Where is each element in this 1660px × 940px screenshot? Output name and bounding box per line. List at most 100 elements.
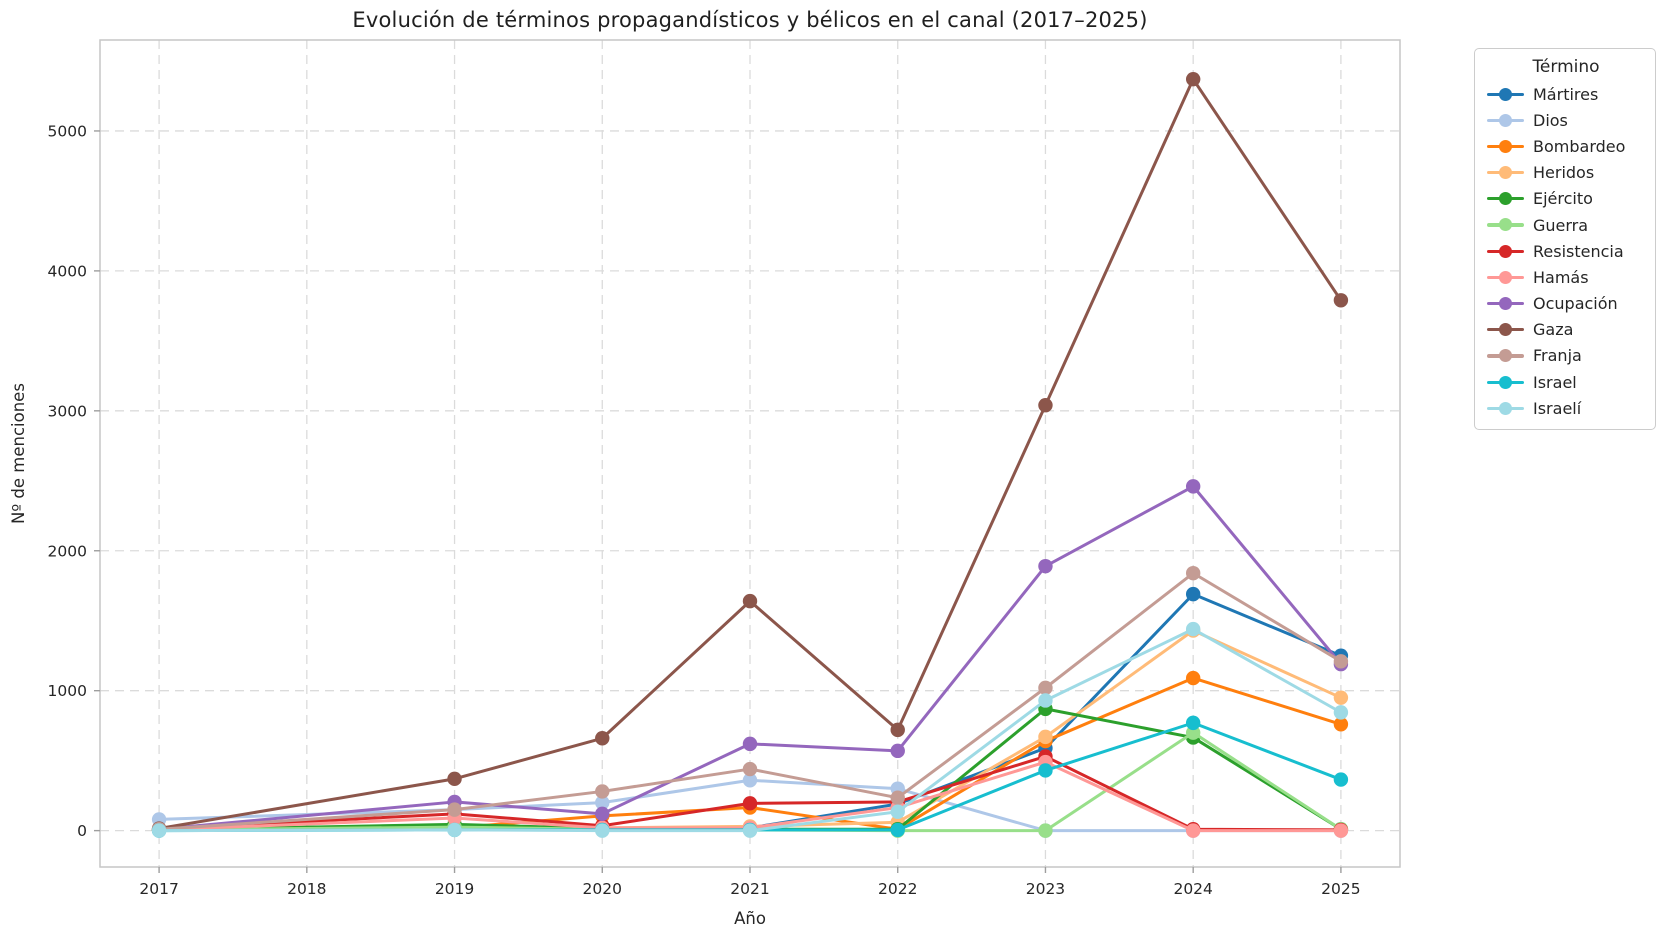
x-tick-label: 2024: [1173, 880, 1212, 898]
data-point-Franja-2019: [447, 802, 462, 817]
legend-item: Guerra: [1487, 212, 1645, 238]
legend-item: Resistencia: [1487, 238, 1645, 264]
x-tick-label: 2021: [730, 880, 769, 898]
y-tick-label: 4000: [48, 262, 87, 280]
series-line-Franja: [157, 571, 1343, 831]
series-line-Israelí: [157, 627, 1343, 833]
legend-swatch-icon: [1487, 375, 1524, 390]
x-axis-label: Año: [734, 909, 766, 928]
data-point-Israelí-2017: [151, 823, 167, 838]
y-tick-label: 1000: [48, 682, 87, 700]
legend-swatch-icon: [1487, 218, 1524, 232]
data-point-Franja-2020: [595, 784, 610, 799]
series-line-Resistencia: [157, 754, 1343, 832]
series-line-Gaza: [157, 77, 1343, 831]
legend-item-label: Hamás: [1533, 267, 1589, 287]
legend-swatch-icon: [1487, 191, 1524, 206]
legend-item-label: Mártires: [1533, 84, 1599, 104]
data-point-Hamás-2024: [1185, 823, 1201, 838]
legend-item: Dios: [1487, 107, 1645, 133]
data-point-Ocupación-2020: [595, 806, 610, 822]
legend-item-label: Bombardeo: [1533, 136, 1626, 156]
data-point-Gaza-2021: [742, 593, 758, 609]
legend-item-label: Ocupación: [1533, 294, 1618, 314]
legend-item: Franja: [1487, 343, 1645, 369]
data-point-Israelí-2023: [1038, 693, 1053, 708]
x-tick-label: 2023: [1026, 880, 1065, 898]
legend-item-label: Ejército: [1533, 189, 1593, 209]
legend-swatch-icon: [1487, 87, 1524, 101]
data-point-Israelí-2025: [1333, 705, 1349, 720]
data-point-Heridos-2025: [1333, 690, 1349, 705]
legend-item: Ejército: [1487, 186, 1645, 212]
y-tick-label: 5000: [48, 122, 87, 140]
data-point-Gaza-2019: [447, 771, 462, 787]
legend-item: Hamás: [1487, 264, 1645, 290]
legend-item: Gaza: [1487, 317, 1645, 343]
data-point-Guerra-2023: [1038, 823, 1053, 838]
data-point-Israel-2022: [890, 822, 905, 838]
legend-item: Mártires: [1487, 81, 1645, 107]
chart-title: Evolución de términos propagandísticos y…: [352, 8, 1148, 32]
data-point-Israel-2023: [1038, 763, 1053, 778]
legend-item: Ocupación: [1487, 291, 1645, 317]
data-point-Franja-2025: [1333, 654, 1349, 669]
data-point-Bombardeo-2025: [1333, 717, 1349, 732]
x-tick-label: 2019: [435, 880, 474, 898]
data-point-Resistencia-2021: [742, 796, 758, 811]
data-point-Israelí-2022: [890, 804, 905, 819]
data-point-Hamás-2025: [1333, 823, 1349, 838]
data-point-Israelí-2021: [742, 823, 758, 838]
y-tick-label: 0: [77, 822, 87, 840]
y-axis-label: Nº de menciones: [9, 383, 28, 524]
legend: Término Mártires Dios Bombardeo Heridos Ejér…: [1474, 48, 1656, 431]
legend-item-label: Resistencia: [1533, 241, 1624, 261]
legend-item-label: Guerra: [1533, 215, 1589, 235]
data-point-Ocupación-2022: [890, 743, 905, 759]
legend-swatch-icon: [1487, 165, 1524, 180]
data-point-Gaza-2020: [595, 731, 610, 746]
data-point-Franja-2021: [742, 761, 758, 777]
legend-items: Mártires Dios Bombardeo Heridos Ejército Guer…: [1487, 81, 1645, 421]
data-point-Gaza-2025: [1333, 293, 1349, 308]
data-point-Ocupación-2021: [742, 736, 758, 752]
legend-swatch-icon: [1487, 113, 1524, 128]
data-point-Mártires-2024: [1185, 586, 1201, 602]
data-point-Franja-2022: [890, 790, 905, 805]
data-point-Gaza-2024: [1185, 71, 1201, 87]
series-line-Ocupación: [157, 484, 1343, 831]
legend-item-label: Israelí: [1533, 398, 1582, 418]
legend-item-label: Israel: [1533, 372, 1577, 392]
legend-swatch-icon: [1487, 322, 1524, 337]
data-point-Gaza-2022: [890, 722, 905, 738]
x-tick-label: 2018: [287, 880, 326, 898]
legend-title: Término: [1532, 57, 1600, 77]
data-point-Israel-2025: [1333, 772, 1349, 787]
data-point-Heridos-2023: [1038, 729, 1053, 745]
y-tick-label: 2000: [48, 542, 87, 560]
data-point-Bombardeo-2024: [1185, 670, 1201, 686]
data-point-Franja-2023: [1038, 680, 1053, 696]
legend-item-label: Gaza: [1533, 320, 1574, 340]
legend-item-label: Franja: [1533, 346, 1582, 366]
legend-swatch-icon: [1487, 139, 1524, 154]
legend-item-label: Dios: [1533, 110, 1568, 130]
x-tick-label: 2017: [139, 880, 178, 898]
data-point-Dios-2021: [742, 773, 758, 788]
x-tick-label: 2025: [1321, 880, 1360, 898]
y-tick-label: 3000: [48, 402, 87, 420]
series-line-Hamás: [157, 760, 1343, 833]
data-point-Israelí-2024: [1185, 621, 1201, 637]
data-point-Israelí-2020: [595, 823, 610, 838]
legend-item: Heridos: [1487, 160, 1645, 186]
data-point-Ocupación-2023: [1038, 558, 1053, 574]
data-point-Israelí-2019: [447, 822, 462, 838]
data-point-Gaza-2023: [1038, 398, 1053, 413]
data-point-Dios-2020: [595, 795, 610, 810]
legend-item: Bombardeo: [1487, 133, 1645, 159]
x-tick-label: 2022: [878, 880, 917, 898]
legend-swatch-icon: [1487, 401, 1524, 416]
x-tick-label: 2020: [583, 880, 622, 898]
